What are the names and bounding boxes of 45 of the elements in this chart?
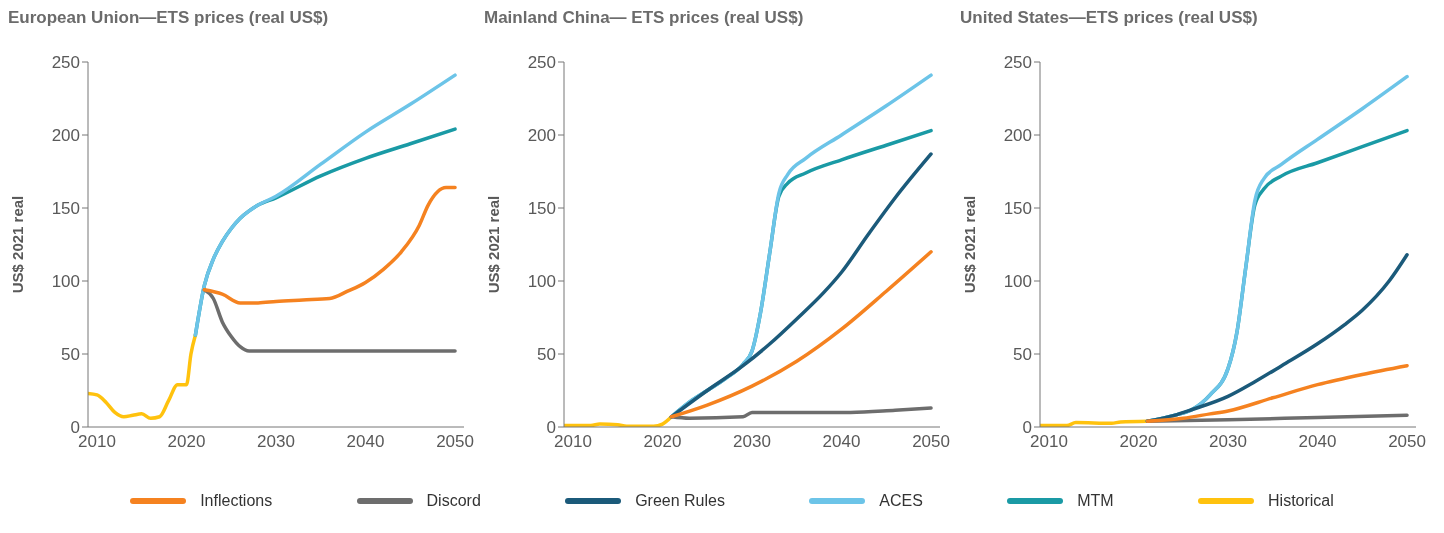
y-axis-title: US$ 2021 real	[9, 195, 27, 294]
y-tick-label: 250	[1003, 53, 1032, 73]
y-axis-title: US$ 2021 real	[485, 195, 503, 294]
y-tick-label: 100	[1003, 272, 1032, 292]
legend-label: Inflections	[200, 492, 273, 510]
x-tick-label: 2050	[1388, 432, 1426, 452]
x-tick-label: 2030	[257, 432, 295, 452]
x-tick-label: 2040	[1298, 432, 1337, 452]
y-tick-label: 0	[546, 418, 556, 438]
y-tick-label: 50	[537, 345, 556, 365]
y-tick-label: 0	[70, 418, 80, 438]
x-tick-label: 2030	[733, 432, 771, 452]
y-tick-label: 250	[527, 53, 556, 73]
x-tick-label: 2010	[1030, 432, 1068, 452]
legend-label: Green Rules	[635, 492, 725, 510]
legend-label: Discord	[426, 492, 481, 510]
x-tick-label: 2020	[1119, 432, 1158, 452]
chart-title: European Union—ETS prices (real US$)	[8, 8, 330, 29]
y-tick-label: 50	[61, 345, 80, 365]
y-tick-label: 150	[51, 199, 80, 219]
y-tick-label: 200	[1003, 126, 1032, 146]
x-tick-label: 2040	[346, 432, 385, 452]
x-tick-label: 2040	[822, 432, 861, 452]
y-tick-label: 0	[1022, 418, 1032, 438]
x-tick-label: 2050	[436, 432, 474, 452]
chart-title: Mainland China— ETS prices (real US$)	[484, 8, 805, 29]
y-tick-label: 150	[1003, 199, 1032, 219]
legend-label: Historical	[1268, 492, 1334, 510]
y-tick-label: 100	[51, 272, 80, 292]
x-tick-label: 2010	[554, 432, 592, 452]
y-tick-label: 200	[51, 126, 80, 146]
y-tick-label: 50	[1013, 345, 1032, 365]
x-tick-label: 2030	[1209, 432, 1247, 452]
y-tick-label: 200	[527, 126, 556, 146]
legend-label: ACES	[879, 492, 923, 510]
x-tick-label: 2020	[167, 432, 206, 452]
x-tick-label: 2050	[912, 432, 950, 452]
y-axis-title: US$ 2021 real	[961, 195, 979, 294]
y-tick-label: 150	[527, 199, 556, 219]
x-tick-label: 2020	[643, 432, 682, 452]
x-tick-label: 2010	[78, 432, 116, 452]
legend-label: MTM	[1077, 492, 1114, 510]
y-tick-label: 100	[527, 272, 556, 292]
chart-title: United States—ETS prices (real US$)	[960, 8, 1259, 29]
y-tick-label: 250	[51, 53, 80, 73]
